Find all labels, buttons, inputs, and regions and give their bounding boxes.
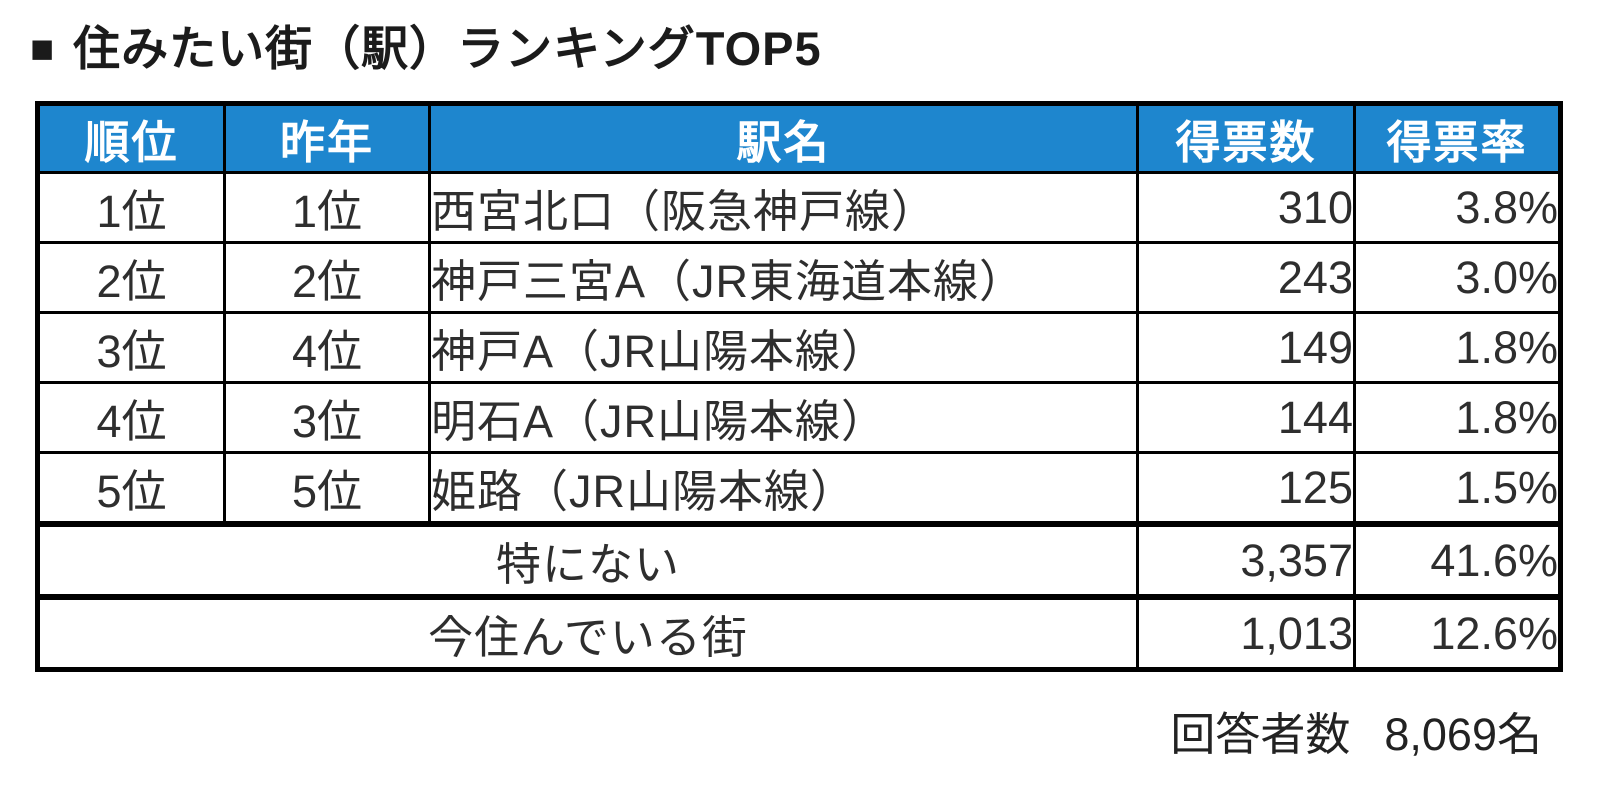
station-cell: 明石A（JR山陽本線）: [428, 381, 1139, 454]
respondents-label: 回答者数: [1170, 709, 1351, 760]
ranking-table: 順位 昨年 駅名 得票数 得票率 1位 1位 西宮北口（阪急神戸線） 310 3…: [35, 101, 1563, 672]
station-cell: 神戸A（JR山陽本線）: [428, 311, 1139, 384]
rate-cell: 3.8%: [1353, 171, 1562, 244]
title-square-bullet-icon: ■: [30, 27, 56, 71]
table-row-rank-5: 5位 5位 姫路（JR山陽本線） 125 1.5%: [36, 451, 1562, 526]
station-cell: 神戸三宮A（JR東海道本線）: [428, 241, 1139, 314]
column-header-vote-rate: 得票率: [1353, 102, 1562, 174]
respondents-count: 8,069名: [1384, 709, 1542, 760]
votes-cell: 310: [1136, 171, 1356, 244]
rank-cell: 1位: [36, 171, 226, 244]
votes-cell: 125: [1136, 451, 1356, 526]
table-row-none-in-particular: 特にない 3,357 41.6%: [36, 521, 1562, 599]
column-header-last-year: 昨年: [223, 102, 431, 174]
column-header-rank: 順位: [36, 102, 226, 174]
votes-cell: 1,013: [1136, 594, 1356, 671]
rate-cell: 1.8%: [1353, 311, 1562, 384]
summary-label-cell: 今住んでいる街: [36, 594, 1139, 671]
votes-cell: 243: [1136, 241, 1356, 314]
rate-cell: 12.6%: [1353, 594, 1562, 671]
votes-cell: 3,357: [1136, 521, 1356, 599]
rank-cell: 4位: [36, 381, 226, 454]
station-cell: 姫路（JR山陽本線）: [428, 451, 1139, 526]
column-header-votes: 得票数: [1136, 102, 1356, 174]
last-year-cell: 1位: [223, 171, 431, 244]
table-row-rank-1: 1位 1位 西宮北口（阪急神戸線） 310 3.8%: [36, 171, 1562, 244]
last-year-cell: 2位: [223, 241, 431, 314]
table-header-row: 順位 昨年 駅名 得票数 得票率: [36, 102, 1562, 174]
table-row-rank-3: 3位 4位 神戸A（JR山陽本線） 149 1.8%: [36, 311, 1562, 384]
votes-cell: 144: [1136, 381, 1356, 454]
table-row-rank-2: 2位 2位 神戸三宮A（JR東海道本線） 243 3.0%: [36, 241, 1562, 314]
station-cell: 西宮北口（阪急神戸線）: [428, 171, 1139, 244]
table-row-rank-4: 4位 3位 明石A（JR山陽本線） 144 1.8%: [36, 381, 1562, 454]
rate-cell: 1.5%: [1353, 451, 1562, 526]
rate-cell: 1.8%: [1353, 381, 1562, 454]
column-header-station: 駅名: [428, 102, 1139, 174]
page-title: ■ 住みたい街（駅）ランキングTOP5: [30, 10, 1600, 79]
summary-label-cell: 特にない: [36, 521, 1139, 599]
page: ■ 住みたい街（駅）ランキングTOP5 順位 昨年 駅名 得票数 得票率 1位 1…: [0, 10, 1600, 811]
rank-cell: 2位: [36, 241, 226, 314]
rank-cell: 5位: [36, 451, 226, 526]
rate-cell: 41.6%: [1353, 521, 1562, 599]
votes-cell: 149: [1136, 311, 1356, 384]
last-year-cell: 3位: [223, 381, 431, 454]
last-year-cell: 5位: [223, 451, 431, 526]
last-year-cell: 4位: [223, 311, 431, 384]
rate-cell: 3.0%: [1353, 241, 1562, 314]
title-text: 住みたい街（駅）ランキングTOP5: [73, 22, 822, 75]
table-row-current-town: 今住んでいる街 1,013 12.6%: [36, 594, 1562, 671]
rank-cell: 3位: [36, 311, 226, 384]
respondents-note: 回答者数 8,069名: [0, 698, 1558, 763]
